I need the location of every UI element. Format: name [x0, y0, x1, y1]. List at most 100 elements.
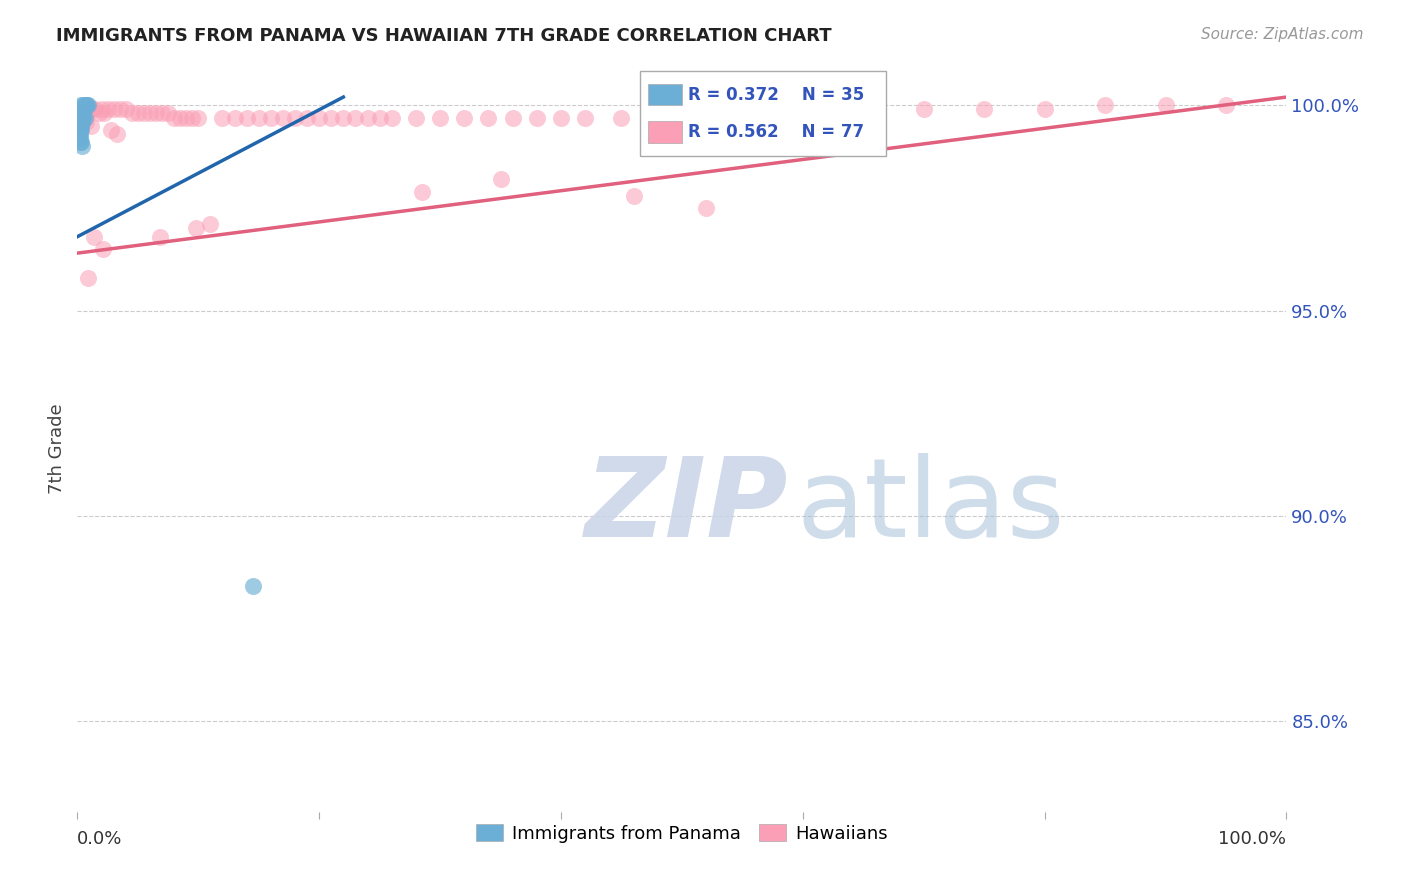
Point — [70, 123, 93, 137]
Point — [792, 106, 814, 120]
Point — [731, 106, 754, 120]
Point — [75, 114, 97, 128]
Point — [671, 106, 693, 120]
Point — [105, 127, 128, 141]
Point — [169, 111, 191, 125]
Point — [70, 106, 93, 120]
Point — [453, 111, 475, 125]
Point — [187, 111, 209, 125]
Point — [76, 106, 98, 120]
Point — [550, 111, 572, 125]
Point — [77, 98, 100, 112]
Text: Source: ZipAtlas.com: Source: ZipAtlas.com — [1201, 27, 1364, 42]
Point — [132, 106, 155, 120]
Point — [695, 201, 717, 215]
Point — [69, 131, 91, 145]
Point — [200, 218, 222, 232]
Point — [70, 111, 93, 125]
Point — [260, 111, 283, 125]
Point — [83, 229, 105, 244]
Point — [114, 103, 136, 117]
Point — [70, 111, 93, 125]
Point — [100, 123, 122, 137]
Point — [69, 114, 91, 128]
Point — [91, 242, 114, 256]
Text: 0.0%: 0.0% — [77, 830, 122, 848]
Point — [70, 135, 93, 149]
Point — [70, 106, 93, 120]
Point — [70, 114, 93, 128]
Point — [73, 111, 96, 125]
Point — [295, 111, 318, 125]
Point — [356, 111, 378, 125]
Point — [72, 98, 94, 112]
Point — [69, 127, 91, 141]
Text: R = 0.372    N = 35: R = 0.372 N = 35 — [688, 86, 863, 103]
Point — [69, 123, 91, 137]
Point — [70, 114, 93, 128]
Point — [72, 111, 94, 125]
Point — [163, 111, 186, 125]
Point — [284, 111, 307, 125]
Point — [93, 106, 115, 120]
Point — [69, 111, 91, 125]
Point — [80, 103, 103, 117]
Point — [73, 98, 96, 112]
Point — [70, 139, 93, 153]
Point — [72, 106, 94, 120]
Text: ZIP: ZIP — [585, 453, 789, 560]
Point — [70, 106, 93, 120]
Point — [70, 111, 93, 125]
Point — [157, 106, 180, 120]
Point — [381, 111, 404, 125]
Point — [73, 111, 96, 125]
Point — [224, 111, 246, 125]
Point — [405, 111, 427, 125]
Point — [489, 172, 512, 186]
Point — [344, 111, 367, 125]
Point — [70, 103, 93, 117]
Point — [70, 119, 93, 133]
Point — [69, 119, 91, 133]
Point — [108, 103, 131, 117]
Point — [429, 111, 451, 125]
Point — [103, 103, 125, 117]
Point — [139, 106, 162, 120]
Point — [271, 111, 294, 125]
Point — [72, 106, 94, 120]
Point — [90, 103, 112, 117]
Point — [75, 98, 97, 112]
Point — [411, 185, 433, 199]
Point — [79, 103, 101, 117]
Point — [574, 111, 596, 125]
Point — [76, 98, 98, 112]
Point — [852, 106, 875, 120]
Text: IMMIGRANTS FROM PANAMA VS HAWAIIAN 7TH GRADE CORRELATION CHART: IMMIGRANTS FROM PANAMA VS HAWAIIAN 7TH G… — [56, 27, 832, 45]
Text: atlas: atlas — [797, 453, 1066, 560]
Point — [477, 111, 499, 125]
Point — [96, 103, 118, 117]
Point — [181, 111, 204, 125]
Point — [184, 221, 207, 235]
Text: R = 0.562    N = 77: R = 0.562 N = 77 — [688, 123, 863, 141]
Point — [1094, 98, 1116, 112]
Point — [87, 106, 110, 120]
Point — [623, 188, 645, 202]
Point — [70, 114, 93, 128]
Point — [332, 111, 354, 125]
Text: 100.0%: 100.0% — [1219, 830, 1286, 848]
Point — [368, 111, 391, 125]
Y-axis label: 7th Grade: 7th Grade — [48, 403, 66, 493]
Point — [235, 111, 257, 125]
Legend: Immigrants from Panama, Hawaiians: Immigrants from Panama, Hawaiians — [468, 817, 896, 850]
Point — [70, 98, 93, 112]
Point — [70, 106, 93, 120]
Point — [69, 106, 91, 120]
Point — [145, 106, 167, 120]
Point — [79, 119, 101, 133]
Point — [526, 111, 548, 125]
Point — [84, 103, 107, 117]
Point — [174, 111, 197, 125]
Point — [70, 119, 93, 133]
Point — [321, 111, 343, 125]
